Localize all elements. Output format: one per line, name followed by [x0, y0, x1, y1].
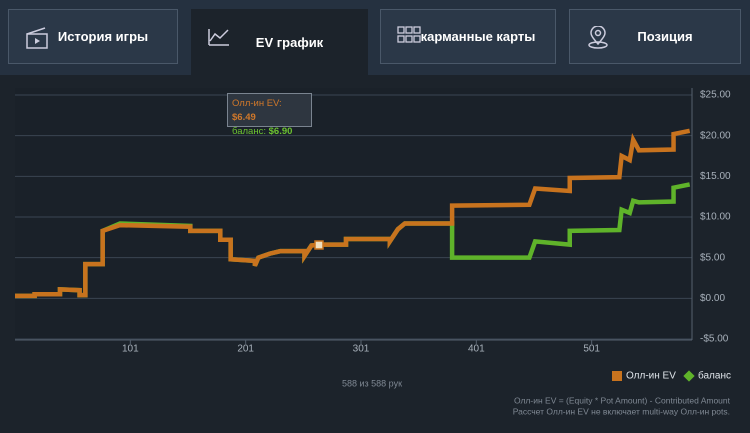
- legend-swatch: [683, 370, 695, 382]
- tab-label: История игры: [57, 29, 149, 44]
- x-tick-label: 401: [468, 344, 485, 355]
- series-line: [15, 128, 691, 299]
- tooltip-value: $6.49: [232, 112, 256, 123]
- tooltip-value: $6.90: [268, 126, 293, 137]
- tab-label: EV график: [255, 34, 324, 50]
- x-tick-label: 201: [237, 344, 254, 355]
- tab-bar: История игры EV график карманные карты П…: [0, 0, 750, 75]
- note: Рассчет Олл-ин EV не включает multi-way …: [513, 406, 730, 416]
- y-tick-label: $0.00: [700, 293, 725, 304]
- y-tick-label: $20.00: [700, 130, 731, 141]
- tooltip-label: Олл-ин EV:: [232, 98, 282, 109]
- x-tick-label: 301: [353, 344, 370, 355]
- y-tick-label: $25.00: [700, 90, 731, 101]
- tab-label: карманные карты: [420, 29, 536, 44]
- note: Олл-ин EV = (Equity * Pot Amount) - Cont…: [514, 395, 731, 405]
- tooltip: Олл-ин EV: $6.49 баланс: $6.90: [227, 93, 312, 137]
- tab[interactable]: Позиция: [569, 9, 741, 64]
- x-tick-label: 101: [122, 344, 139, 355]
- icon: [208, 29, 229, 46]
- legend-label: баланс: [698, 370, 731, 382]
- icon: [588, 26, 608, 49]
- icon: [397, 26, 421, 43]
- tooltip-label: баланс:: [232, 126, 266, 137]
- tab[interactable]: EV график: [191, 9, 368, 75]
- x-tick-label: 501: [583, 344, 600, 355]
- legend-swatch: [612, 371, 622, 381]
- icon: [26, 27, 48, 49]
- tab[interactable]: карманные карты: [380, 9, 556, 64]
- tab[interactable]: История игры: [8, 9, 178, 64]
- plot-area: [15, 88, 692, 341]
- hover-marker: [314, 240, 324, 250]
- y-tick-label: $10.00: [700, 212, 731, 223]
- hand-count: 588 из 588 рук: [342, 378, 402, 388]
- y-tick-label: -$5.00: [700, 334, 729, 345]
- legend-label: Олл-ин EV: [626, 371, 676, 382]
- y-tick-label: $15.00: [700, 171, 731, 182]
- tab-label: Позиция: [637, 29, 693, 44]
- y-tick-label: $5.00: [700, 252, 725, 263]
